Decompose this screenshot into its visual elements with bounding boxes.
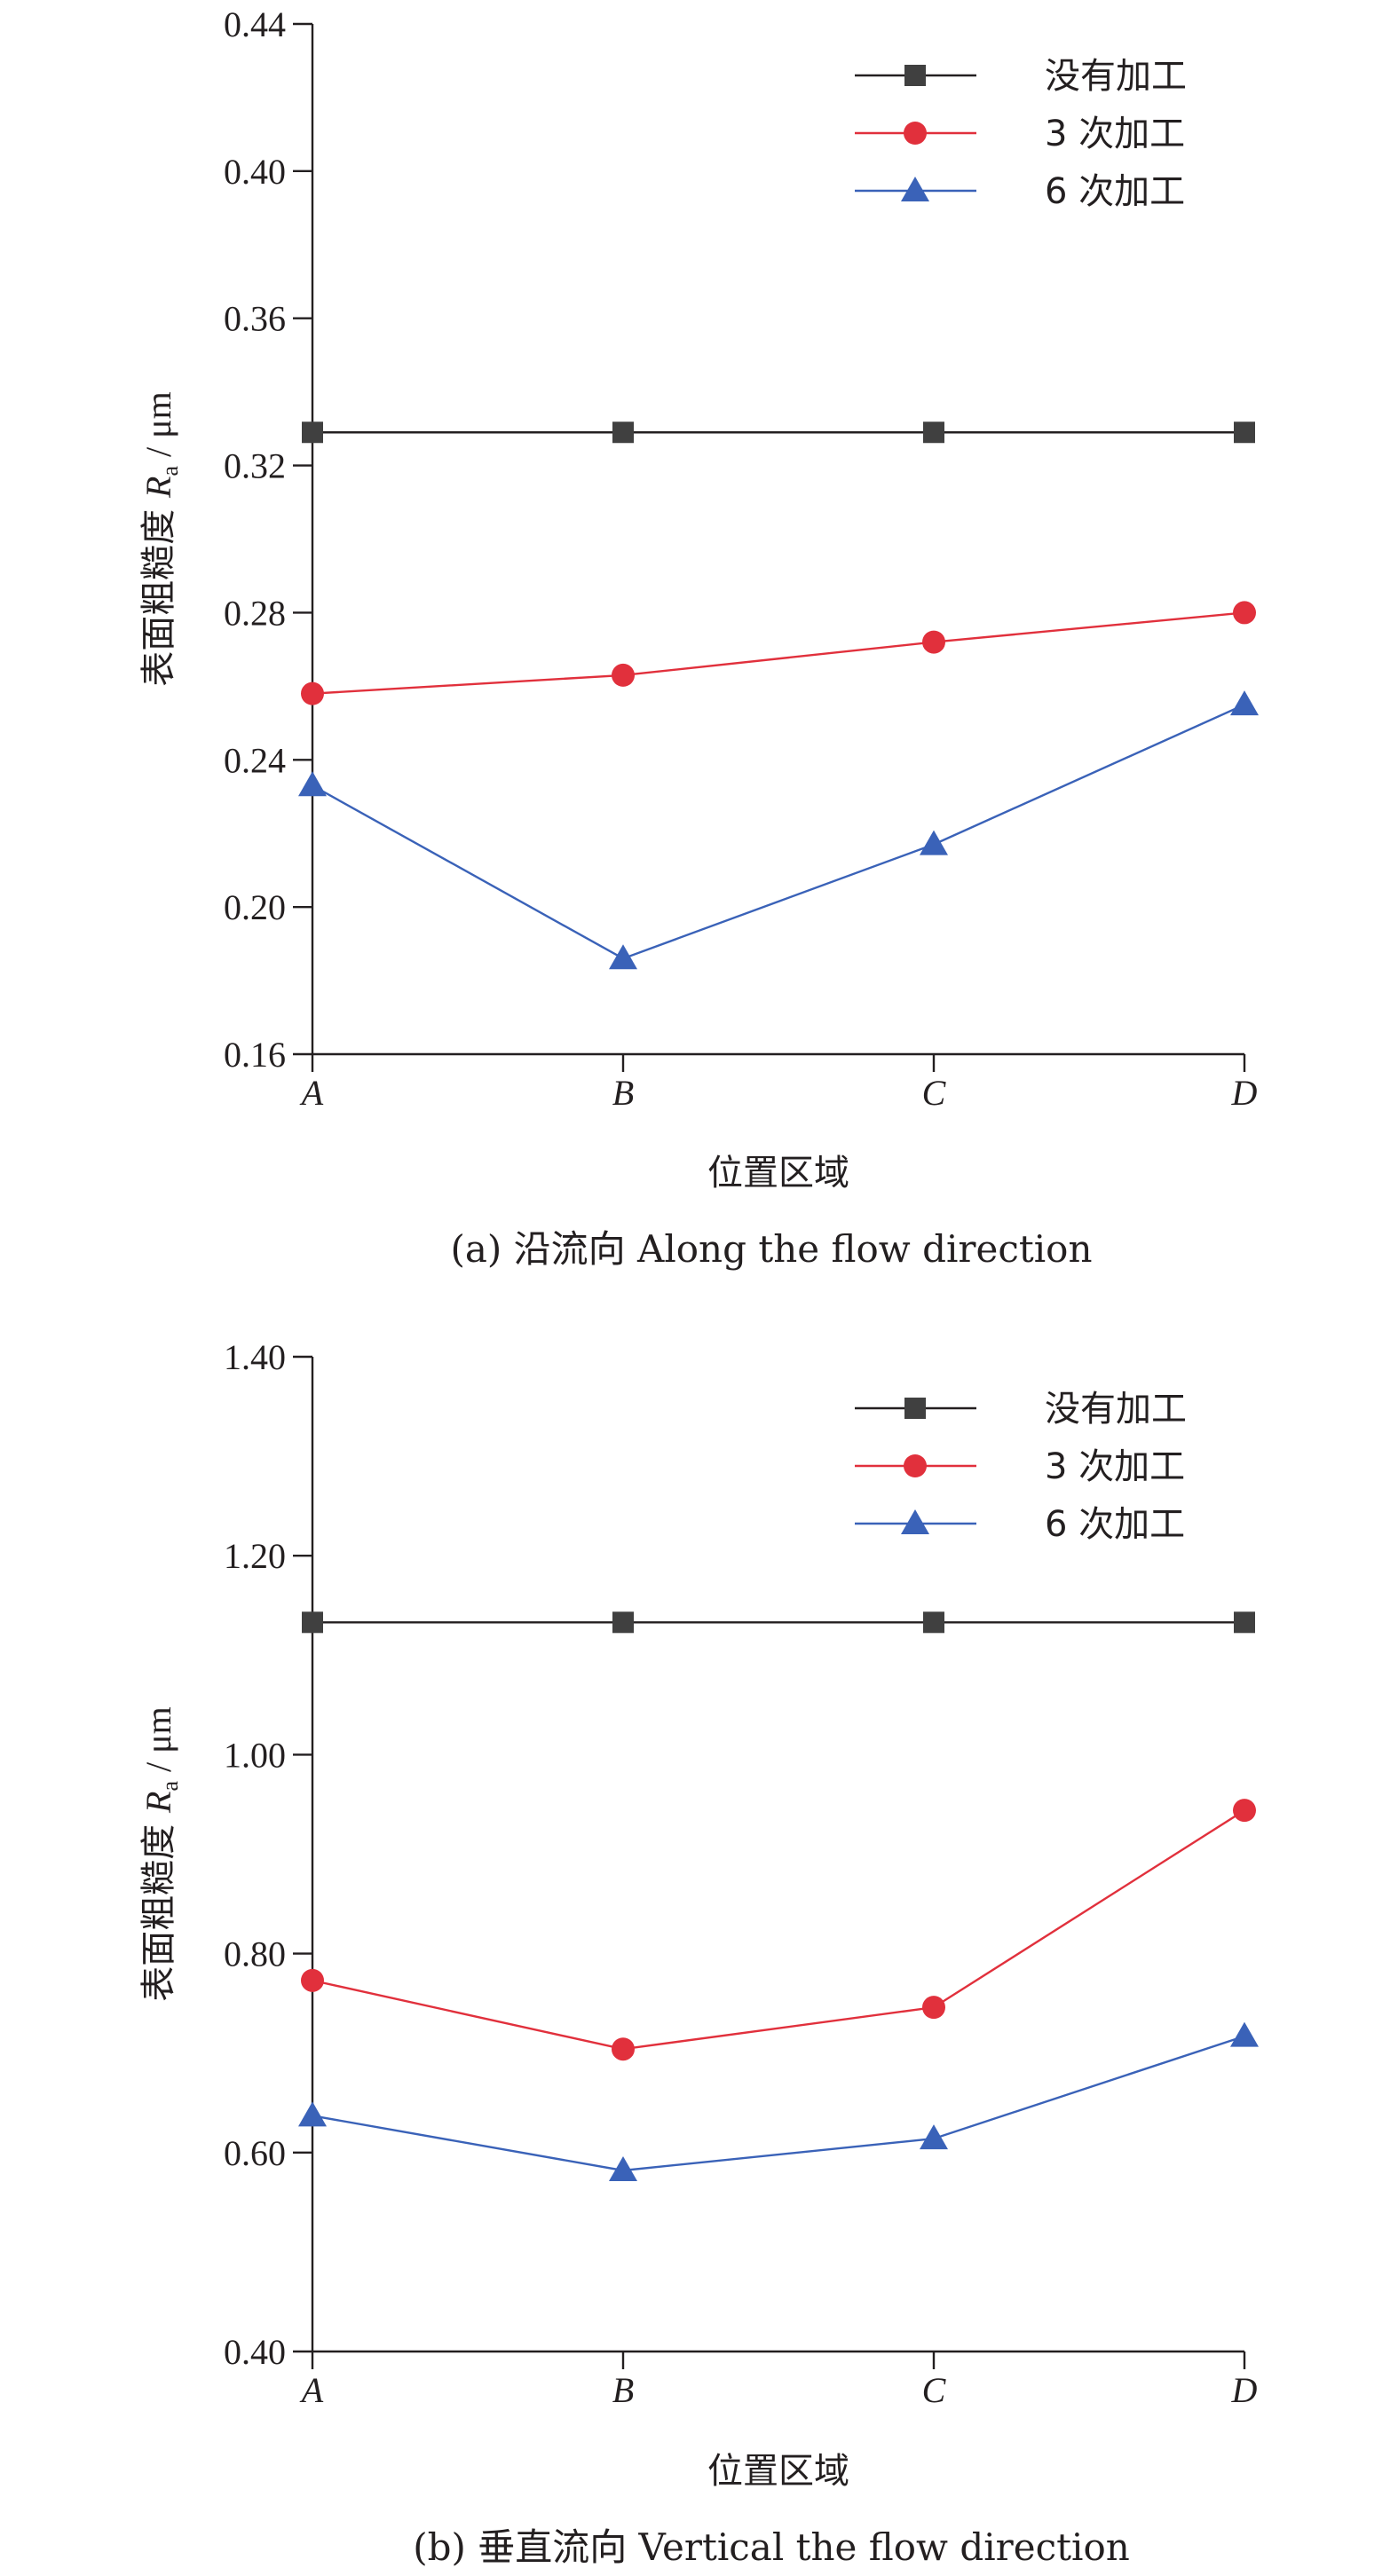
y-tick-label: 0.40 [224,152,286,192]
series-line-2 [312,611,1245,695]
y-axis-title-prefix: 表面粗糙度 [138,1813,179,2002]
data-point-series-3 [609,944,637,970]
y-axis-title: 表面粗糙度 Ra / μm [138,391,183,686]
y-tick-label: 0.36 [224,299,286,339]
x-tick-label: C [922,1073,947,1113]
legend-marker-1 [904,65,926,86]
y-axis-title-unit: / μm [138,1706,178,1781]
data-point-series-1 [1234,1611,1255,1634]
y-tick-label: 1.20 [224,1536,286,1576]
figure-caption: (b) 垂直流向 Vertical the flow direction [413,2525,1130,2569]
legend-label-1: 没有加工 [1045,56,1187,97]
legend-label-3: 6 次加工 [1045,171,1185,212]
y-tick-label: 0.60 [224,2133,286,2173]
y-tick-label: 0.80 [224,1934,286,1974]
y-axis-title-prefix: 表面粗糙度 [138,498,179,687]
x-axis-title: 位置区域 [707,1153,849,1193]
data-point-series-1 [612,421,634,444]
data-point-series-1 [1234,421,1255,444]
y-tick-label: 0.44 [224,4,286,44]
y-tick-label: 0.28 [224,593,286,633]
data-point-series-1 [923,421,944,444]
y-tick-label: 0.16 [224,1035,286,1075]
legend-marker-3 [901,1509,929,1534]
y-axis-title-unit: / μm [138,391,178,466]
x-tick-label: D [1231,2370,1258,2410]
data-point-series-2 [301,1968,324,1992]
data-point-series-3 [920,830,948,855]
figure-caption: (a) 沿流向 Along the flow direction [450,1227,1092,1271]
data-point-series-2 [1233,601,1256,625]
y-tick-label: 1.40 [224,1337,286,1377]
legend-label-1: 没有加工 [1045,1389,1187,1430]
y-axis-title-symbol: R [138,1792,178,1814]
y-tick-label: 0.32 [224,446,286,486]
data-point-series-3 [298,2101,327,2127]
x-tick-label: C [922,2370,947,2410]
series-line-3 [312,2035,1245,2172]
series-line-3 [312,703,1245,960]
x-tick-label: A [299,1073,324,1113]
y-tick-label: 0.20 [224,887,286,927]
data-point-series-1 [923,1611,944,1634]
y-axis-title-subscript: a [157,466,183,477]
chart-b: 0.40 0.60 0.80 1.00 1.20 1.40 A B C D 位置区域 表面粗糙度 Ra… [138,1337,1259,2569]
chart-a: 0.16 0.20 0.24 0.28 0.32 0.36 0.40 0.44 A B C D 位置区域… [138,4,1259,1271]
data-point-series-2 [922,630,945,654]
x-axis-title: 位置区域 [707,2451,849,2492]
data-point-series-1 [302,421,323,444]
legend-marker-3 [901,177,929,201]
legend-label-3: 6 次加工 [1045,1504,1185,1545]
y-tick-label: 1.00 [224,1735,286,1775]
data-point-series-2 [1233,1799,1256,1823]
y-axis-title-symbol: R [138,477,178,499]
legend-marker-2 [904,1454,927,1477]
data-point-series-1 [612,1611,634,1634]
data-point-series-2 [612,663,635,687]
legend-label-2: 3 次加工 [1045,1446,1185,1487]
x-tick-label: D [1231,1073,1258,1113]
data-point-series-1 [302,1611,323,1634]
legend-marker-1 [904,1398,926,1419]
y-tick-label: 0.24 [224,740,286,780]
x-tick-label: B [612,2370,634,2410]
legend-label-2: 3 次加工 [1045,114,1185,154]
series-line-2 [312,1809,1245,2051]
data-point-series-2 [301,681,324,705]
y-tick-label: 0.40 [224,2332,286,2372]
data-point-series-3 [609,2155,637,2181]
data-point-series-3 [1230,2021,1259,2047]
data-point-series-3 [1230,690,1259,716]
data-point-series-3 [298,771,327,797]
y-axis-title: 表面粗糙度 Ra / μm [138,1706,183,2001]
data-point-series-2 [922,1996,945,2020]
data-point-series-3 [920,2124,948,2150]
x-tick-label: B [612,1073,634,1113]
y-axis-title-subscript: a [157,1781,183,1792]
x-tick-label: A [299,2370,324,2410]
data-point-series-2 [612,2037,635,2061]
legend-marker-2 [904,122,927,145]
